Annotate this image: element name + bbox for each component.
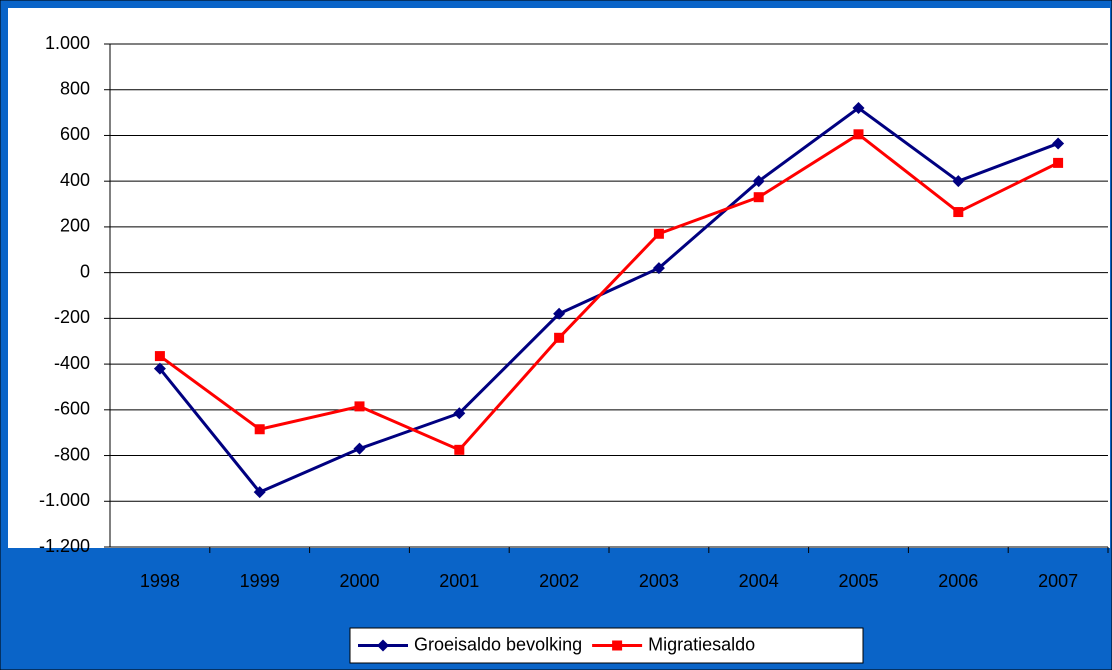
legend-label: Migratiesaldo [648, 634, 755, 654]
x-tick-label: 2000 [339, 571, 379, 591]
marker [154, 351, 165, 362]
y-tick-label: -1.200 [39, 536, 90, 556]
marker [752, 175, 765, 188]
marker [354, 401, 365, 412]
y-tick-label: -400 [54, 353, 90, 373]
y-tick-label: -800 [54, 444, 90, 464]
marker [852, 102, 865, 115]
marker [953, 207, 964, 218]
marker [153, 362, 166, 375]
x-tick-label: 1999 [240, 571, 280, 591]
marker [553, 307, 566, 320]
legend-label: Groeisaldo bevolking [414, 634, 582, 654]
marker [653, 228, 664, 239]
y-tick-label: 1.000 [45, 33, 90, 53]
x-tick-label: 2006 [938, 571, 978, 591]
x-tick-label: 2005 [838, 571, 878, 591]
marker [1052, 137, 1065, 150]
marker [454, 444, 465, 455]
marker [952, 175, 965, 188]
y-tick-label: 400 [60, 170, 90, 190]
x-tick-label: 2002 [539, 571, 579, 591]
x-tick-label: 1998 [140, 571, 180, 591]
legend: Groeisaldo bevolking Migratiesaldo [349, 627, 864, 664]
marker [652, 262, 665, 275]
marker [453, 407, 466, 420]
y-tick-label: 200 [60, 216, 90, 236]
marker [853, 129, 864, 140]
marker [554, 332, 565, 343]
marker [353, 442, 366, 455]
marker [377, 639, 389, 652]
marker [254, 424, 265, 435]
marker [1053, 157, 1064, 168]
y-tick-label: -1.000 [39, 490, 90, 510]
plot-background [8, 8, 1110, 548]
y-tick-label: -200 [54, 307, 90, 327]
marker [253, 486, 266, 499]
x-tick-label: 2007 [1038, 571, 1078, 591]
y-tick-label: 600 [60, 124, 90, 144]
series-line [159, 132, 1059, 452]
x-tick-label: 2004 [739, 571, 779, 591]
x-tick-label: 2003 [639, 571, 679, 591]
x-tick-label: 2001 [439, 571, 479, 591]
y-tick-label: 800 [60, 78, 90, 98]
series-line [158, 106, 1059, 494]
y-tick-label: -600 [54, 399, 90, 419]
marker [753, 192, 764, 203]
marker [612, 640, 623, 651]
y-tick-label: 0 [80, 261, 90, 281]
